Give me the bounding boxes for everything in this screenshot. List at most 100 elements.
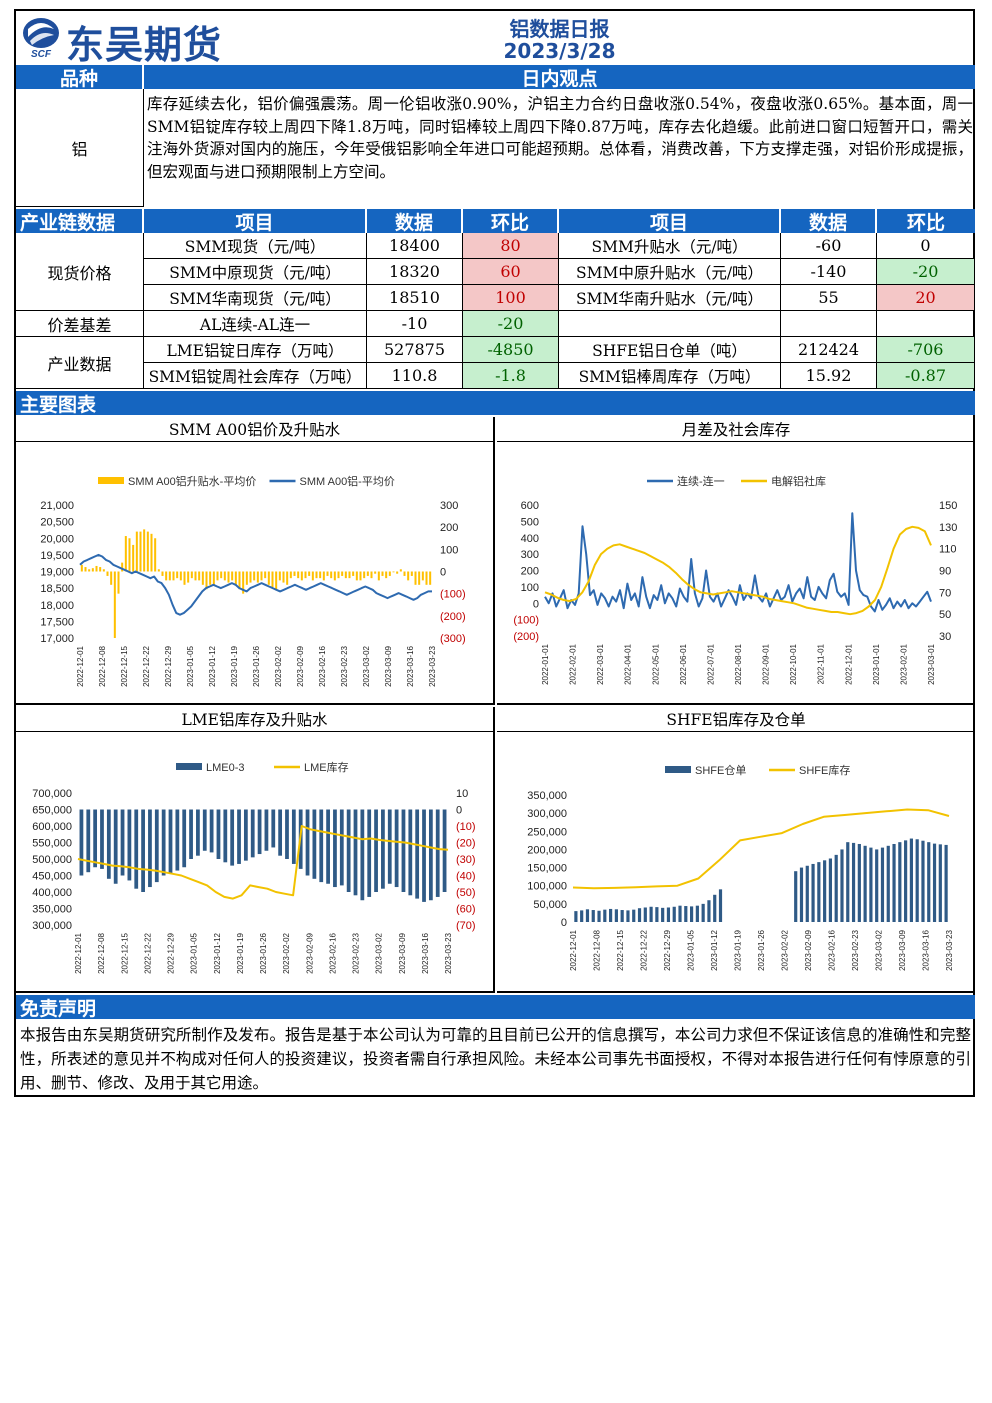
chain-change: 20	[877, 285, 975, 311]
chain-value: -60	[781, 233, 877, 259]
chart-bar	[113, 571, 116, 638]
chain-change: 100	[463, 285, 559, 311]
x-tick-label: 2022-03-01	[596, 643, 605, 684]
y-left-tick-label: 600	[521, 500, 539, 512]
chart-bar	[227, 571, 230, 583]
chart-bar	[150, 533, 153, 572]
chart-bar	[319, 571, 322, 579]
chart-bar	[253, 571, 256, 581]
chain-col-change-1: 环比	[463, 209, 559, 234]
x-tick-label: 2023-01-26	[259, 932, 268, 973]
chart-bar	[205, 571, 208, 590]
chain-value	[781, 311, 877, 337]
chart-bar	[834, 854, 838, 922]
chart-panel-smm: SMM A00铝价及升贴水 SMM A00铝升贴水-平均价 SMM A00铝-平均…	[16, 417, 495, 705]
scf-logo-icon: SCF	[23, 18, 59, 59]
title-block: 铝数据日报 2023/3/28	[144, 11, 975, 65]
logo-abbr: SCF	[31, 49, 52, 59]
chart-bar	[421, 571, 424, 581]
x-tick-label: 2023-01-19	[734, 929, 743, 970]
x-tick-label: 2022-12-29	[167, 932, 176, 973]
disclaimer-header: 免责声明	[16, 995, 975, 1020]
chart-bar	[805, 865, 809, 922]
chart-bar	[157, 569, 160, 572]
chart-bar	[422, 809, 426, 902]
chart-bar	[620, 910, 624, 922]
chart-series-line	[572, 808, 950, 890]
x-tick-label: 2023-03-02	[875, 929, 884, 970]
chart-bar	[407, 571, 410, 581]
chart-bar	[574, 911, 578, 922]
x-tick-label: 2022-12-15	[120, 932, 129, 973]
chart-bar	[388, 571, 391, 576]
y-right-tick-label: 130	[939, 522, 957, 534]
x-tick-label: 2022-06-01	[679, 643, 688, 684]
y-right-tick-label: 110	[939, 544, 957, 556]
chart-bar	[684, 906, 688, 922]
y-left-tick-label: (200)	[513, 631, 539, 643]
x-tick-label: 2022-11-01	[817, 643, 826, 684]
y-left-tick-label: 450,000	[32, 871, 72, 883]
y-left-tick-label: 300,000	[32, 920, 72, 932]
chart-bar	[898, 842, 902, 922]
x-tick-label: 2022-04-01	[624, 643, 633, 684]
legend-entry: LME0-3	[206, 762, 245, 774]
x-tick-label: 2023-03-16	[406, 645, 415, 686]
chain-item: SMM现货（元/吨）	[144, 233, 367, 259]
x-tick-label: 2023-02-09	[296, 645, 305, 686]
chart-bar	[190, 571, 193, 579]
x-tick-label: 2022-08-01	[734, 643, 743, 684]
chart-bar	[339, 809, 344, 886]
y-right-tick-label: 70	[939, 587, 951, 599]
chart-bar	[304, 571, 307, 579]
y-left-tick-label: 400	[521, 533, 539, 545]
chart-bar	[661, 907, 665, 922]
x-tick-label: 2023-03-23	[444, 932, 453, 973]
chart-bar	[875, 849, 879, 922]
chart-bar	[79, 809, 84, 876]
chart-bar	[396, 571, 399, 574]
chain-value: 55	[781, 285, 877, 311]
x-tick-label: 2023-03-09	[898, 929, 907, 970]
chart-bar	[678, 905, 682, 922]
legend-entry: SHFE仓单	[695, 763, 746, 777]
chart-bar	[817, 862, 821, 922]
chart-bar	[655, 907, 659, 922]
chart-bar	[385, 571, 388, 579]
y-right-tick-label: 10	[456, 788, 468, 800]
y-right-tick-label: (60)	[456, 904, 476, 916]
y-right-tick-label: 150	[939, 500, 957, 512]
disclaimer-text: 本报告由东吴期货研究所制作及发布。报告是基于本公司认为可靠的且目前已公开的信息撰…	[20, 1026, 971, 1092]
chart-bar	[189, 809, 193, 859]
chart-bar	[701, 903, 705, 922]
y-left-tick-label: 0	[533, 598, 539, 610]
y-left-tick-label: 550,000	[32, 838, 72, 850]
y-left-tick-label: 300,000	[527, 808, 567, 820]
chart-bar	[418, 571, 421, 585]
y-right-tick-label: (50)	[456, 887, 476, 899]
x-tick-label: 2023-03-23	[945, 929, 954, 970]
chart-bar	[909, 838, 913, 922]
chart-bar	[139, 531, 142, 572]
chart-bar	[591, 910, 595, 922]
y-left-tick-label: 100	[521, 582, 539, 594]
x-tick-label: 2022-12-08	[97, 932, 106, 973]
y-right-tick-label: 90	[939, 566, 951, 578]
chart-bar	[366, 571, 369, 576]
chart-bar	[597, 910, 601, 922]
chart-bar	[377, 571, 380, 581]
y-left-tick-label: 19,000	[40, 567, 74, 579]
chain-value: 18510	[367, 285, 463, 311]
chart-bar	[106, 571, 109, 576]
chain-item: SMM铝锭周社会库存（万吨）	[144, 363, 367, 389]
chain-change: -0.87	[877, 363, 975, 389]
chart-bar	[117, 571, 120, 594]
chart-bar	[238, 571, 241, 590]
chart-bar	[580, 910, 584, 922]
chain-value: 18320	[367, 259, 463, 285]
chart-bar	[442, 809, 447, 892]
x-tick-label: 2022-02-01	[569, 643, 578, 684]
y-left-tick-label: 350,000	[32, 904, 72, 916]
x-tick-label: 2023-01-26	[757, 929, 766, 970]
chart-lme-inventory: LME0-3 LME库存 700,000 650,000 600,000 550,000 5…	[32, 760, 476, 974]
